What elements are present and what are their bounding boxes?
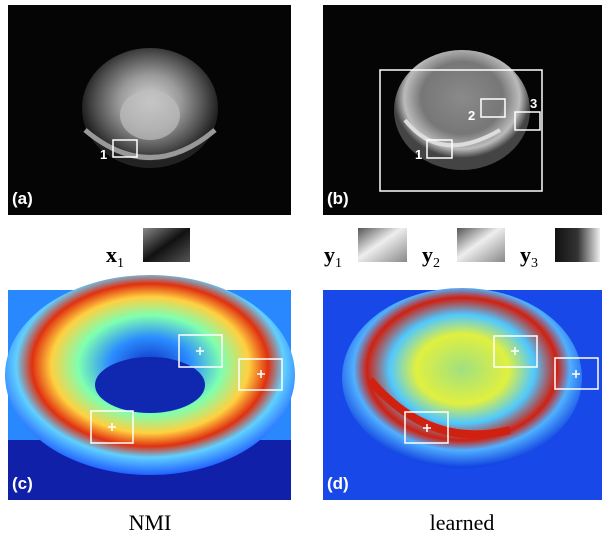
box-label: 2	[468, 108, 475, 123]
patch-image	[555, 228, 600, 262]
patch-image	[143, 228, 190, 262]
patch-symbol: x1	[106, 242, 124, 271]
patch-symbol: y2	[422, 242, 440, 271]
patch-image	[358, 228, 407, 262]
box-label: 1	[415, 147, 422, 162]
panel-label: (a)	[12, 189, 33, 208]
patch-row: x1 y1 y2 y3	[106, 228, 600, 271]
patch-symbol: y3	[520, 242, 538, 271]
box-label: 1	[100, 147, 107, 162]
panel-label: (d)	[327, 474, 349, 493]
panel-a: 1 (a)	[8, 5, 291, 215]
panel-label: (c)	[12, 474, 33, 493]
caption: NMI	[129, 510, 172, 535]
patch-image	[457, 228, 505, 262]
box-label: 3	[530, 96, 537, 111]
panel-b: 1 2 3 (b)	[323, 5, 602, 215]
patch-symbol: y1	[324, 242, 342, 271]
panel-c: (c)	[5, 275, 295, 500]
panel-d: (d)	[323, 288, 602, 500]
panel-label: (b)	[327, 189, 349, 208]
caption: learned	[430, 510, 495, 535]
figure: 1 (a) 1 2 3 (b) x1 y1 y2 y3 (c)	[0, 0, 605, 537]
